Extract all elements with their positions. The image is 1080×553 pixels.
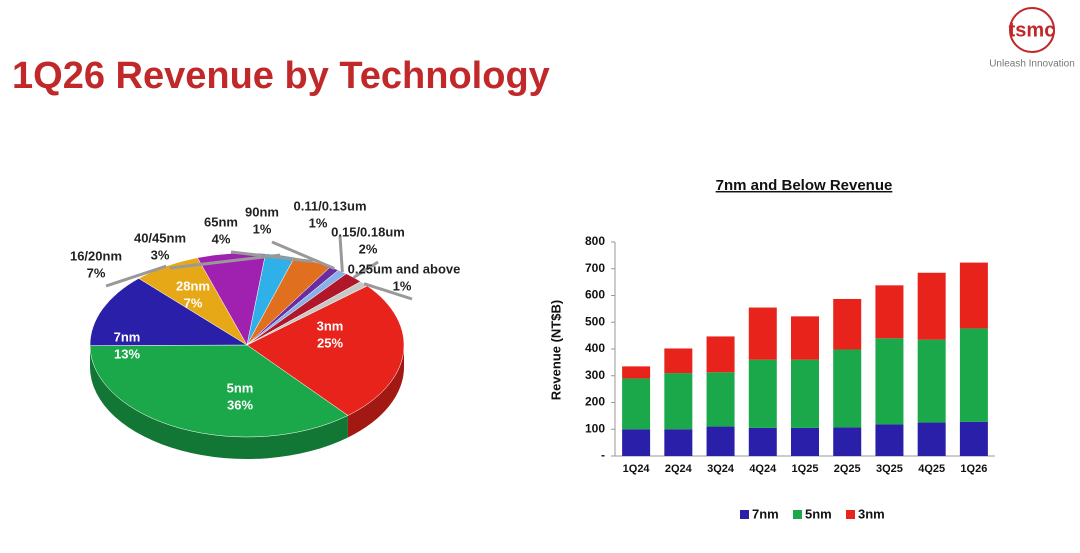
logo: tsmc: [1009, 19, 1056, 41]
y-tick-label: 500: [585, 314, 605, 328]
x-tick-label: 3Q25: [876, 463, 903, 475]
slice-label: 7nm: [114, 329, 141, 344]
bar-segment: [833, 298, 862, 350]
slice-value-label: 25%: [317, 335, 343, 350]
leader-line: [230, 250, 314, 263]
slice-label: 0.25um and above: [348, 261, 461, 276]
x-tick-label: 4Q25: [918, 463, 945, 475]
bar-chart-title: 7nm and Below Revenue: [716, 177, 893, 194]
x-tick-label: 4Q24: [749, 463, 777, 475]
bar-segment: [875, 338, 904, 425]
logo-circle: [1009, 7, 1055, 53]
bar-segment: [748, 427, 777, 456]
x-tick-label: 3Q24: [707, 463, 735, 475]
leader-line: [363, 282, 413, 301]
y-tick-label: 600: [585, 288, 605, 302]
bar-segment: [664, 348, 693, 374]
bar-segment: [875, 285, 904, 339]
bar-segment: [875, 424, 904, 456]
slice-value-label: 7%: [87, 265, 106, 280]
slice-value-label: 3%: [151, 247, 170, 262]
slice-value-label: 13%: [114, 346, 140, 361]
slice-value-label: 7%: [184, 295, 203, 310]
y-tick-label: 400: [585, 341, 605, 355]
y-axis-title: Revenue (NT$B): [548, 300, 563, 400]
leader-line: [338, 235, 344, 273]
x-tick-label: 1Q26: [960, 463, 987, 475]
slice-label: 3nm: [317, 318, 344, 333]
bar-segment: [959, 328, 988, 422]
bar-segment: [706, 372, 735, 427]
bar-segment: [917, 339, 946, 423]
bar-segment: [917, 422, 946, 456]
y-tick-label: -: [601, 448, 605, 462]
bar-segment: [622, 366, 651, 379]
y-tick-label: 300: [585, 368, 605, 382]
y-tick-label: 100: [585, 421, 605, 435]
slice: [89, 278, 248, 346]
x-tick-label: 2Q24: [665, 463, 693, 475]
slice-label: 28nm: [176, 278, 210, 293]
bar-segment: [664, 373, 693, 430]
legend-label: 5nm: [805, 506, 832, 521]
bar-segment: [917, 272, 946, 340]
slice-label: 90nm: [245, 204, 279, 219]
slice-value-label: 2%: [359, 241, 378, 256]
slice-value-label: 4%: [212, 231, 231, 246]
y-tick-label: 800: [585, 234, 605, 248]
bar-segment: [833, 349, 862, 428]
bar-segment: [706, 336, 735, 373]
slice-value-label: 1%: [309, 215, 328, 230]
slice-label: 65nm: [204, 214, 238, 229]
bar-segment: [664, 429, 693, 456]
legend-label: 7nm: [752, 506, 779, 521]
bar-segment: [959, 421, 988, 456]
slice-value-label: 1%: [253, 221, 272, 236]
slice: [246, 285, 405, 416]
slice: [89, 344, 349, 438]
bar-segment: [706, 426, 735, 456]
bar-segment: [791, 316, 819, 360]
slide-title: 1Q26 Revenue by Technology: [12, 55, 550, 97]
leader-line: [169, 253, 281, 270]
bar-segment: [959, 262, 988, 329]
bar-segment: [622, 429, 651, 456]
leader-line: [271, 240, 335, 270]
x-tick-label: 1Q24: [623, 463, 651, 475]
slice-label: 0.15/0.18um: [331, 224, 405, 239]
slice-label: 5nm: [227, 380, 254, 395]
leader-line: [352, 260, 379, 279]
slice-value-label: 36%: [227, 397, 253, 412]
slice-side: [347, 345, 405, 438]
x-tick-label: 2Q25: [834, 463, 861, 475]
y-tick-label: 700: [585, 261, 605, 275]
legend-swatch: [846, 510, 855, 519]
slice-label: 0.11/0.13um: [294, 198, 367, 213]
bar-segment: [748, 359, 777, 428]
bar-segment: [833, 427, 862, 456]
legend-swatch: [740, 510, 749, 519]
tagline: Unleash Innovation: [989, 59, 1075, 70]
bar-segment: [791, 359, 819, 428]
bar-segment: [748, 307, 777, 360]
legend-label: 3nm: [858, 506, 885, 521]
slice-label: 40/45nm: [134, 230, 186, 245]
bar-segment: [791, 427, 819, 456]
y-tick-label: 200: [585, 395, 605, 409]
slice-side: [90, 345, 348, 459]
bar-segment: [622, 378, 651, 430]
x-tick-label: 1Q25: [792, 463, 819, 475]
slice-value-label: 1%: [393, 278, 412, 293]
leader-line: [105, 264, 167, 288]
slice-label: 16/20nm: [70, 248, 122, 263]
legend-swatch: [793, 510, 802, 519]
